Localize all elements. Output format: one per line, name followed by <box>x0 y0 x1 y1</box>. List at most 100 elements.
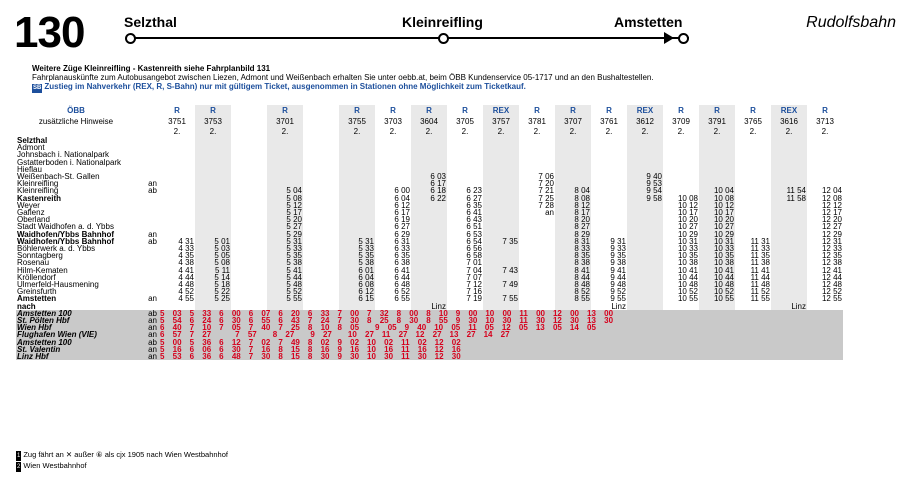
time-cell: 6 41 <box>466 208 482 218</box>
train-type: R <box>822 106 828 116</box>
time-cell: 5 44 <box>267 273 303 281</box>
conn-linz-time: 11 02 <box>401 337 427 347</box>
time-cell: 10 27 <box>699 223 735 231</box>
conn-wien-time: 5 33 <box>189 308 212 318</box>
time-cell <box>771 165 807 174</box>
conn-wien-time: 9 30 <box>455 316 478 326</box>
train-type: REX <box>483 105 519 117</box>
time-cell: 12 29 <box>821 229 842 239</box>
time-cell <box>303 295 339 302</box>
time-cell <box>159 216 195 223</box>
conn-wien-time: 6 57 <box>160 330 182 340</box>
time-cell <box>519 295 555 302</box>
time-cell <box>411 144 447 152</box>
time-cell: 6 03 <box>411 172 447 181</box>
time-cell <box>411 252 447 260</box>
time-cell <box>699 165 735 174</box>
time-cell <box>339 194 375 202</box>
time-cell: 9 33 <box>610 244 626 254</box>
train-type: REX <box>771 105 807 117</box>
time-cell <box>807 173 843 180</box>
train-class <box>303 127 339 137</box>
table-row: Hilm-Kematen 4 41 5 11 5 41 6 01 6 41 7 04 7 43… <box>16 265 843 275</box>
time-cell: 11 33 <box>750 244 770 254</box>
time-cell <box>267 165 303 174</box>
time-cell <box>339 230 375 238</box>
time-cell: 9 35 <box>610 251 626 261</box>
time-cell <box>303 216 339 223</box>
time-cell: 6 00 <box>394 186 410 196</box>
conn-wien-time: 7 40 <box>248 323 271 333</box>
route-dot-end <box>678 33 689 44</box>
conn-wien-time: 8 10 <box>307 323 330 333</box>
conn-wien-time: 7 10 <box>189 323 212 333</box>
time-cell <box>303 245 339 252</box>
time-cell: 8 20 <box>555 216 591 224</box>
train-number: 3751 <box>168 117 186 127</box>
time-cell <box>375 137 411 144</box>
time-cell <box>231 180 267 187</box>
time-cell <box>483 252 519 260</box>
conn-wien-time: 11 05 <box>468 323 494 333</box>
train-class: 2. <box>267 127 303 137</box>
table-row: Weißenbach-St. Gallen 6 03 7 06 9 40 <box>16 172 843 181</box>
conn-linz-time: 9 02 <box>337 337 360 347</box>
table-row: Waidhofen/Ybbs Bahnhof an 5 29 6 29 6 53 8 29… <box>16 229 843 239</box>
time-cell: 8 27 <box>555 223 591 231</box>
time-cell <box>483 144 519 152</box>
time-cell <box>735 137 771 144</box>
time-cell <box>411 151 447 159</box>
time-cell <box>267 173 303 181</box>
time-cell: 7 43 <box>483 266 519 274</box>
time-cell: 6 53 <box>466 229 482 239</box>
arr-dep <box>136 245 159 252</box>
time-cell: 5 20 <box>267 216 303 224</box>
time-cell <box>375 159 411 166</box>
station-name: Kleinreifling <box>17 179 59 189</box>
time-cell: 12 33 <box>821 244 842 254</box>
conn-linz-row: St. Valentin an 5 16 6 06 6 30 7 16 8 15 8 16 9 … <box>16 344 843 354</box>
train-class: 2. <box>195 127 231 137</box>
time-cell: 10 08 <box>677 193 698 203</box>
time-cell: 7 07 <box>466 272 482 282</box>
conn-wien-time: 7 24 <box>307 316 330 326</box>
station-name: Sonntagberg <box>17 251 63 261</box>
time-cell <box>447 144 483 151</box>
train-type: R <box>411 105 447 117</box>
time-cell: 10 35 <box>699 252 735 260</box>
time-cell: 7 55 <box>483 295 519 303</box>
time-cell <box>303 252 339 259</box>
train-type: R <box>678 106 684 116</box>
time-cell: 11 58 <box>771 194 807 202</box>
arr-dep <box>136 144 159 151</box>
sb-badge: SB <box>32 84 43 93</box>
train-number: 3705 <box>456 117 474 127</box>
conn-wien-time: 13 05 <box>535 323 562 333</box>
time-cell <box>411 281 447 289</box>
time-cell <box>303 151 339 158</box>
station-name: Greinsfurth <box>17 287 57 297</box>
train-number-row: zusätzliche Hinweise 3751 3753 3701 3755 3703… <box>16 117 843 127</box>
time-cell <box>267 144 303 152</box>
time-cell <box>231 267 267 274</box>
arr-dep <box>136 281 159 288</box>
station-name: Gstatterboden i. Nationalpark <box>17 157 122 167</box>
conn-wien-time: 7 05 <box>219 323 241 333</box>
conn-wien-row: Wien Hbf an 6 40 7 10 7 05 7 40 7 25 8 10 8 05 9 … <box>16 323 843 333</box>
nach-label: nach <box>17 301 36 311</box>
time-cell <box>591 166 627 173</box>
conn-linz-time: 12 16 <box>434 344 461 354</box>
station-name: Kastenreith <box>17 193 62 203</box>
train-number: 3781 <box>528 117 546 127</box>
time-cell <box>231 195 267 202</box>
station-name: Waidhofen/Ybbs Bahnhof <box>17 236 115 246</box>
conn-linz-ab: an <box>148 344 157 354</box>
time-cell: 7 16 <box>466 287 482 297</box>
time-cell <box>627 245 663 253</box>
nach-cell: Linz <box>771 302 807 310</box>
time-cell: 12 12 <box>821 200 842 210</box>
time-cell: 4 41 <box>178 265 194 275</box>
train-number: 3757 <box>483 117 519 127</box>
train-type <box>231 105 267 117</box>
